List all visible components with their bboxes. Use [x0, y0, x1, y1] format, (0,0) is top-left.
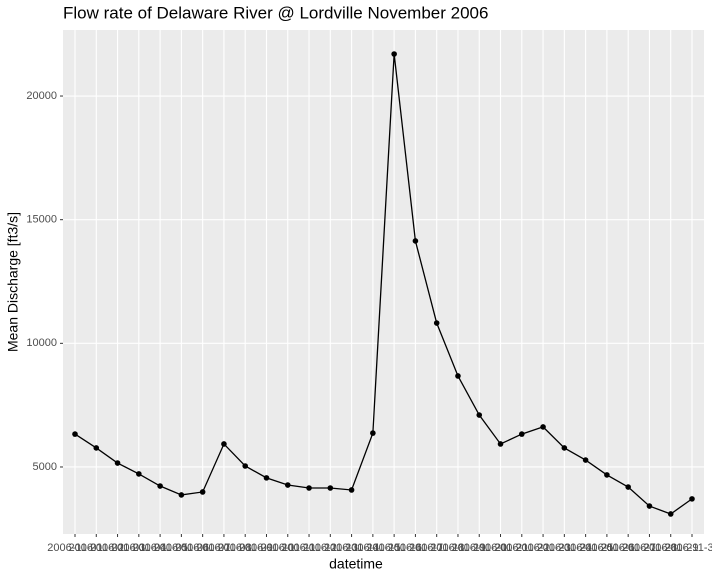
point	[561, 445, 568, 451]
point	[114, 460, 121, 466]
point	[476, 412, 483, 418]
point	[646, 503, 653, 509]
x-tick-label: 2006-11-07	[175, 542, 230, 554]
point	[455, 373, 461, 379]
point	[625, 484, 631, 490]
x-tick-label: 2006-11-19	[430, 542, 485, 554]
point	[242, 463, 249, 469]
x-tick-label: 2006-11-09	[217, 542, 272, 554]
x-tick-label: 2006-11-26	[579, 542, 634, 554]
x-axis-label: datetime	[329, 556, 383, 572]
point	[136, 471, 142, 477]
x-tick-label: 2006-11-03	[90, 542, 145, 554]
point	[221, 441, 227, 447]
x-tick-label: 2006-11-17	[388, 542, 443, 554]
x-tick-label: 2006-11-05	[132, 542, 187, 554]
x-tick-label: 2006-11-04	[111, 542, 166, 554]
x-tick-label: 2006-11-02	[69, 542, 124, 554]
panel	[63, 30, 704, 534]
point	[582, 457, 589, 463]
x-tick-label: 2006-11-24	[537, 542, 592, 554]
y-tick-label: 15000	[26, 214, 57, 226]
point	[433, 320, 440, 326]
y-axis-label: Mean Discharge [ft3/s]	[5, 212, 21, 352]
point	[157, 483, 163, 489]
x-tick-label: 2006-11-06	[154, 542, 209, 554]
y-tick-label: 5000	[33, 461, 57, 473]
point	[689, 496, 695, 502]
x-tick-label: 2006-11-23	[515, 542, 570, 554]
x-tick-label: 2006-11-10	[239, 542, 294, 554]
x-tick-label: 2006-11-20	[452, 542, 507, 554]
x-tick-label: 2006-11-28	[622, 542, 677, 554]
point	[72, 431, 78, 437]
point	[497, 441, 504, 447]
x-tick-label: 2006-11-15	[345, 542, 400, 554]
x-tick-label: 2006-11-30	[664, 542, 712, 554]
point	[93, 445, 100, 451]
point	[391, 51, 397, 57]
point	[667, 511, 674, 517]
point	[199, 489, 206, 495]
x-tick-label: 2006-11-13	[303, 542, 358, 554]
point	[327, 485, 334, 491]
x-tick-label: 2006-11-14	[324, 542, 379, 554]
x-tick-label: 2006-11-25	[558, 542, 613, 554]
point	[412, 238, 419, 244]
x-tick-label: 2006-11-16	[366, 542, 421, 554]
x-tick-label: 2006-11-08	[196, 542, 251, 554]
x-tick-label: 2006-11-21	[473, 542, 528, 554]
x-tick-label: 2006-11-22	[494, 542, 549, 554]
x-tick-label: 2006-11-11	[260, 542, 315, 554]
y-tick-label: 20000	[26, 90, 57, 102]
point	[370, 430, 376, 436]
point	[178, 492, 185, 498]
x-tick-label: 2006-11-12	[281, 542, 336, 554]
x-tick-label: 2006-11-18	[409, 542, 464, 554]
point	[518, 431, 525, 437]
point	[604, 472, 610, 478]
y-tick-label: 10000	[26, 337, 57, 349]
x-tick-label: 2006-11-29	[643, 542, 698, 554]
point	[540, 424, 546, 430]
x-tick-label: 2006-11-01	[47, 542, 102, 554]
x-tick-label: 2006-11-27	[600, 542, 655, 554]
point	[284, 482, 291, 488]
point	[306, 485, 312, 491]
point	[263, 475, 270, 481]
chart-title: Flow rate of Delaware River @ Lordville …	[63, 3, 488, 22]
point	[348, 487, 355, 493]
line	[74, 53, 693, 515]
